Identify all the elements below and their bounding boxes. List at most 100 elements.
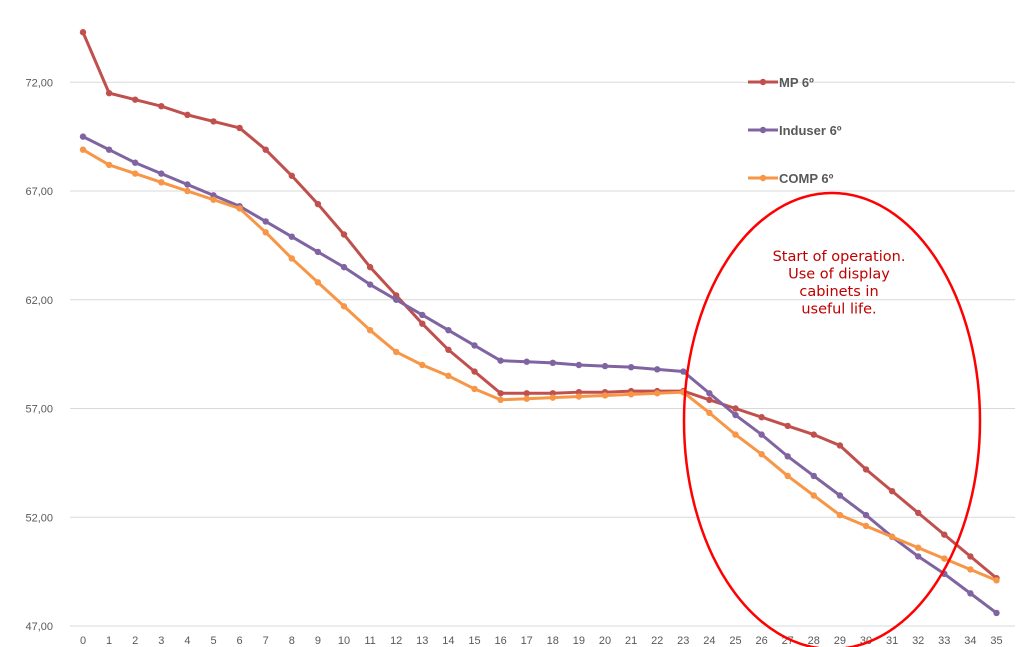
data-point (184, 187, 191, 195)
data-point (236, 205, 243, 212)
data-point (784, 453, 791, 460)
data-point (862, 466, 870, 473)
data-point (941, 531, 948, 538)
x-tick-label: 7 (263, 635, 269, 647)
data-point (314, 279, 322, 286)
legend: MP 6º Induser 6º COMP 6º (748, 75, 842, 186)
series-lines (79, 29, 1000, 617)
legend-item: COMP 6º (748, 171, 834, 186)
y-tick-label: 62,00 (25, 295, 53, 307)
data-point (732, 411, 739, 419)
data-point (967, 553, 974, 560)
legend-label: MP 6º (779, 75, 814, 90)
data-point (262, 229, 269, 236)
data-point (810, 492, 817, 499)
legend-marker (759, 78, 767, 86)
data-point (523, 395, 530, 402)
data-point (262, 146, 269, 153)
x-tick-label: 1 (106, 635, 112, 647)
data-point (184, 181, 191, 188)
data-point (210, 118, 217, 125)
data-point (471, 368, 478, 375)
data-point (132, 96, 139, 103)
x-tick-label: 5 (210, 635, 216, 647)
x-tick-label: 0 (80, 635, 86, 647)
data-point (784, 422, 791, 430)
x-tick-label: 9 (315, 635, 321, 647)
data-point (993, 577, 1000, 584)
x-tick-label: 11 (364, 635, 375, 647)
y-tick-label: 52,00 (25, 512, 53, 524)
y-tick-label: 67,00 (25, 186, 53, 198)
data-point (575, 361, 583, 369)
legend-label: COMP 6º (779, 171, 834, 186)
x-tick-label: 13 (416, 635, 428, 647)
data-point (836, 511, 844, 519)
legend-item: MP 6º (748, 75, 814, 90)
data-point (967, 590, 974, 597)
data-point (732, 405, 739, 412)
data-point (445, 346, 452, 353)
data-point (862, 522, 870, 530)
data-point (680, 368, 687, 375)
series-line (82, 135, 998, 615)
legend-label: Induser 6º (779, 123, 842, 138)
data-point (210, 196, 217, 203)
data-point (132, 170, 139, 177)
x-tick-label: 29 (834, 635, 846, 647)
data-point (497, 396, 504, 403)
data-point (706, 409, 713, 417)
data-point (967, 566, 974, 573)
x-tick-label: 33 (938, 635, 950, 647)
data-point (549, 394, 556, 401)
x-tick-label: 35 (990, 635, 1002, 647)
series-line (82, 148, 998, 582)
data-point (915, 509, 922, 517)
annotation-text: cabinets in (799, 284, 878, 300)
legend-marker (759, 126, 767, 134)
data-point (340, 303, 348, 310)
series-1 (79, 133, 1000, 617)
x-tick-label: 6 (237, 635, 243, 647)
data-point (941, 555, 948, 562)
y-tick-label: 47,00 (25, 621, 53, 633)
data-point (288, 172, 295, 179)
data-point (158, 170, 165, 177)
data-point (601, 362, 609, 370)
data-point (654, 366, 661, 373)
data-point (654, 390, 661, 397)
data-point (836, 442, 844, 449)
data-point (445, 372, 452, 380)
data-point (158, 179, 165, 186)
data-point (471, 342, 478, 349)
annotation-ellipse (682, 191, 982, 647)
data-point (915, 544, 922, 551)
x-tick-label: 26 (755, 635, 767, 647)
x-tick-label: 24 (703, 635, 715, 647)
data-point (79, 29, 87, 36)
x-tick-label: 14 (442, 635, 454, 647)
x-tick-label: 22 (651, 635, 663, 647)
data-point (523, 358, 530, 365)
y-tick-label: 57,00 (25, 404, 53, 416)
gridlines (70, 81, 1015, 627)
data-point (105, 89, 113, 97)
data-point (810, 431, 817, 438)
data-point (601, 392, 609, 399)
data-point (105, 161, 113, 169)
x-tick-label: 20 (599, 635, 611, 647)
data-point (627, 363, 635, 371)
x-tick-label: 2 (132, 635, 138, 647)
data-point (706, 390, 713, 397)
data-point (105, 146, 113, 153)
series-line (81, 31, 998, 580)
data-point (471, 385, 478, 393)
x-tick-label: 17 (521, 635, 533, 647)
x-tick-label: 15 (468, 635, 480, 647)
data-point (706, 396, 713, 403)
data-point (262, 218, 269, 225)
data-point (523, 390, 530, 397)
x-tick-label: 21 (625, 635, 637, 647)
data-point (314, 248, 322, 256)
